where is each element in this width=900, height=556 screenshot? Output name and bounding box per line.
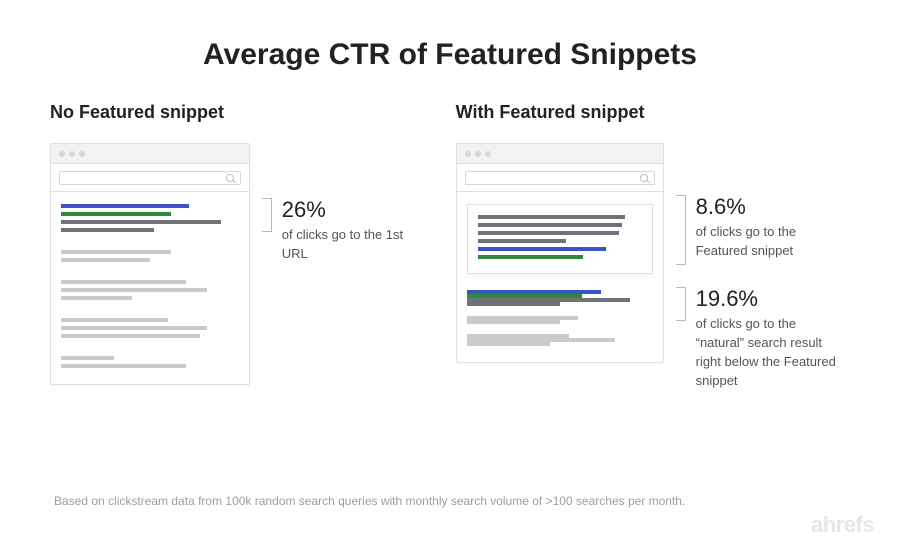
search-box [465,171,655,185]
featured-snippet-box [467,204,653,274]
callout-first-url: 26% of clicks go to the 1st URL [262,198,426,264]
serp-content-right [457,192,663,362]
serp-line-result_url [61,212,171,216]
page-title: Average CTR of Featured Snippets [0,0,900,72]
serp-line-snippet_text [478,223,622,227]
chrome-dot-icon [485,151,491,157]
serp-line-ghost_text [61,334,200,338]
chrome-dot-icon [475,151,481,157]
serp-line-ghost_title [61,280,186,284]
chrome-dot-icon [59,151,65,157]
search-icon [640,174,648,182]
browser-mock-left [50,143,250,385]
serp-line-ghost_text [61,296,132,300]
stat-desc: of clicks go to the “natural” search res… [696,315,846,390]
browser-chrome [51,144,249,164]
callout-featured-snippet: 8.6% of clicks go to the Featured snippe… [676,195,846,265]
serp-line-ghost_title [61,250,171,254]
search-icon [226,174,234,182]
serp-line-ghost_title [61,318,168,322]
callouts-right: 8.6% of clicks go to the Featured snippe… [676,143,846,391]
browser-chrome [457,144,663,164]
serp-line-ghost_title [61,356,114,360]
panel-with-snippet: With Featured snippet [456,102,850,391]
serp-line-ghost_text [467,342,551,346]
chrome-dot-icon [69,151,75,157]
serp-line-snippet_text [478,239,567,243]
panels-row: No Featured snippet [0,72,900,391]
bracket-icon [676,195,686,265]
stat-percent: 26% [282,198,426,222]
callout-natural-result: 19.6% of clicks go to the “natural” sear… [676,287,846,391]
below-results [467,290,653,346]
footnote-text: Based on clickstream data from 100k rand… [54,494,685,508]
serp-line-snippet_text [478,231,619,235]
stat-desc: of clicks go to the 1st URL [282,226,426,264]
chrome-dot-icon [79,151,85,157]
panel-heading-left: No Featured snippet [50,102,426,123]
callout-label: 26% of clicks go to the 1st URL [282,198,426,264]
serp-line-ghost_text [61,326,207,330]
bracket-icon [676,287,686,321]
serp-line-snippet_url [478,255,583,259]
browser-searchbar [457,164,663,192]
serp-line-ghost_text [61,288,207,292]
stat-desc: of clicks go to the Featured snippet [696,223,846,261]
serp-line-snippet_title [478,247,606,251]
panel-heading-right: With Featured snippet [456,102,850,123]
callout-label: 8.6% of clicks go to the Featured snippe… [696,195,846,261]
serp-line-result_text [61,220,221,224]
bracket-icon [262,198,272,232]
browser-searchbar [51,164,249,192]
serp-line-result_text [61,228,154,232]
panel-no-snippet: No Featured snippet [50,102,426,391]
serp-line-result_title [61,204,189,208]
serp-line-snippet_text [478,215,626,219]
serp-content-left [51,192,249,384]
panel-body-left: 26% of clicks go to the 1st URL [50,143,426,385]
callouts-left: 26% of clicks go to the 1st URL [262,143,426,264]
chrome-dot-icon [465,151,471,157]
serp-line-ghost_text [61,258,150,262]
search-box [59,171,241,185]
brand-logo: ahrefs [811,512,874,538]
panel-body-right: 8.6% of clicks go to the Featured snippe… [456,143,850,391]
stat-percent: 19.6% [696,287,846,311]
callout-label: 19.6% of clicks go to the “natural” sear… [696,287,846,391]
stat-percent: 8.6% [696,195,846,219]
serp-line-ghost_text [61,364,186,368]
browser-mock-right [456,143,664,363]
